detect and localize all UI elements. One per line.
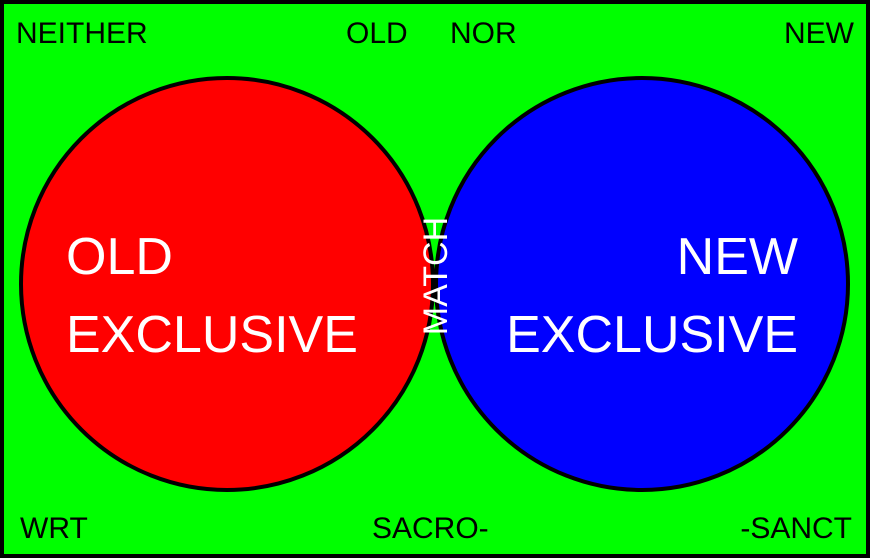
- label-top-left: NEITHER: [16, 17, 148, 50]
- match-label: MATCH: [417, 217, 455, 335]
- new-exclusive-line1: NEW: [677, 228, 798, 286]
- new-exclusive-line2: EXCLUSIVE: [506, 306, 798, 364]
- label-bottom-center: SACRO-: [372, 512, 489, 545]
- old-circle-outline: [19, 76, 435, 492]
- label-bottom-left: WRT: [20, 512, 88, 545]
- label-top-center-left: OLD: [346, 17, 408, 50]
- label-top-right: NEW: [784, 17, 855, 50]
- new-circle: [436, 78, 848, 490]
- old-exclusive-line1: OLD: [66, 228, 173, 286]
- old-circle: [21, 78, 433, 490]
- old-exclusive-line2: EXCLUSIVE: [66, 306, 358, 364]
- label-top-center-right: NOR: [450, 17, 517, 50]
- label-bottom-right: -SANCT: [740, 512, 852, 545]
- new-circle-outline: [434, 76, 850, 492]
